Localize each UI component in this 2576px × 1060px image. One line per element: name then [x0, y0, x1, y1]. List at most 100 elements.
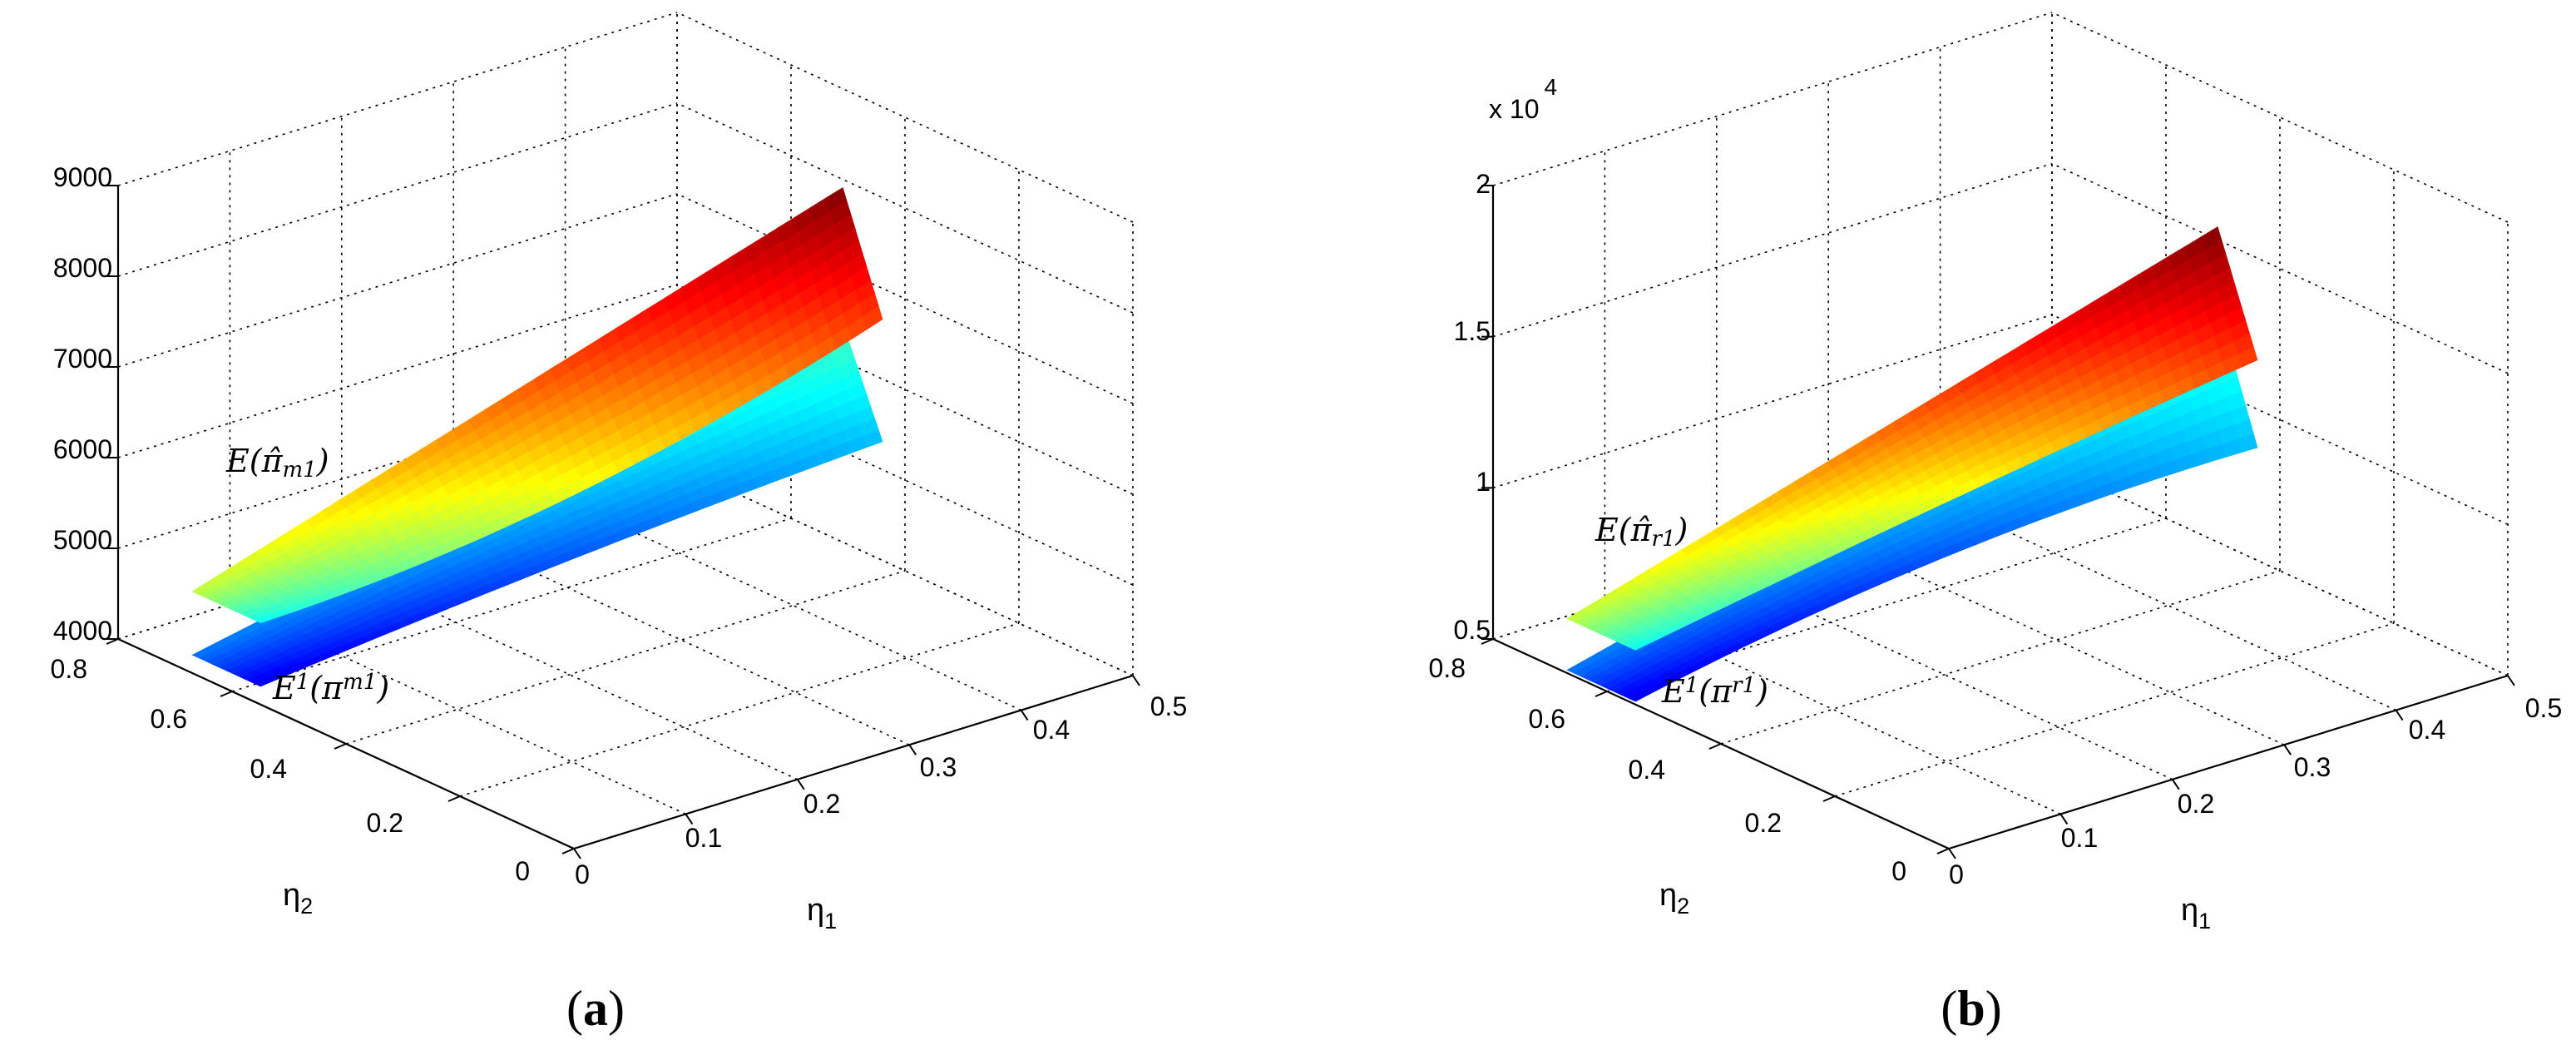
grid-line	[1940, 499, 2396, 711]
y-tick-label: 0.8	[1429, 653, 1466, 683]
y-tick-label: 0	[1891, 856, 1906, 886]
y-tick-label: 0.8	[51, 654, 87, 684]
grid-line	[676, 193, 1134, 404]
grid-line	[1720, 570, 2281, 745]
grid-line	[2051, 465, 2509, 676]
grid-line	[1834, 622, 2395, 797]
panel-caption-b: (b)	[1941, 981, 2001, 1036]
y-tick-mark	[220, 691, 233, 697]
x-tick-mark	[2283, 744, 2292, 755]
grid-line	[1604, 603, 2061, 815]
x-tick-label: 0.1	[685, 823, 722, 853]
y-tick-label: 0.4	[250, 754, 287, 784]
surface-label-lower: E1(πr1)	[1661, 673, 1768, 710]
y-tick-label: 0	[515, 856, 530, 886]
z-tick-label: 1.5	[1454, 316, 1491, 346]
grid-line	[117, 284, 678, 458]
y-tick-mark	[561, 848, 575, 854]
x-tick-mark	[2507, 675, 2515, 686]
y-tick-mark	[1595, 691, 1608, 697]
grid-line	[1492, 12, 2053, 186]
surface-patch	[2201, 226, 2222, 250]
x-tick-label: 0.4	[2409, 715, 2445, 745]
grid-line	[676, 374, 1134, 586]
z-tick-label: 7000	[53, 344, 112, 374]
grid-line	[676, 102, 1134, 314]
x-tick-label: 0	[1949, 859, 1964, 889]
x-tick-mark	[796, 779, 805, 790]
x-axis-label: η1	[2181, 893, 2211, 934]
surfaces-b	[1566, 226, 2258, 702]
y-tick-mark	[334, 743, 347, 750]
grid-line	[117, 12, 678, 186]
x-tick-label: 0.2	[803, 789, 840, 819]
x-tick-label: 0	[575, 859, 590, 889]
grid-line	[1827, 534, 2285, 745]
grid-line	[2051, 12, 2509, 223]
x-axis-line	[573, 674, 1134, 850]
z-tick-label: 6000	[53, 434, 112, 464]
z-tick-label: 0.5	[1454, 615, 1491, 645]
y-tick-mark	[1822, 795, 1836, 802]
z-tick-label: 8000	[53, 253, 112, 283]
grid-line	[565, 499, 1021, 711]
x-axis-line	[1948, 674, 2509, 850]
grid-line	[1492, 162, 2053, 338]
y-tick-mark	[1936, 848, 1950, 854]
y-tick-mark	[447, 795, 461, 802]
grid-line	[341, 569, 799, 780]
y-axis-label: η2	[1659, 878, 1689, 919]
y-axis-label: η2	[283, 878, 313, 919]
x-tick-mark	[1132, 675, 1140, 686]
grid-line	[1492, 314, 2053, 489]
x-tick-mark	[1020, 710, 1029, 721]
x-tick-label: 0.3	[2294, 752, 2331, 782]
y-tick-mark	[1708, 743, 1722, 750]
surface-0	[191, 186, 883, 623]
surface-label-lower: E1(πm1)	[272, 670, 389, 706]
x-tick-mark	[2395, 710, 2404, 721]
grid-line	[117, 193, 678, 368]
z-scale-exponent: x 104	[1489, 74, 1557, 124]
surface-patch	[826, 186, 848, 211]
grid-line	[117, 102, 678, 277]
panel-b: x 104 2 1.5 1 0.5 0.8 0.6 0.4 0.2 0 0 0.…	[1429, 12, 2562, 1036]
grid-line	[459, 622, 1020, 797]
grid-line	[2051, 162, 2509, 374]
z-tick-label: 9000	[53, 162, 112, 192]
grid-a	[117, 12, 1134, 849]
x-tick-label: 0.4	[1033, 715, 1070, 745]
grid-line	[230, 603, 686, 815]
axes-b	[1481, 185, 2515, 859]
surface-label-upper: E(π̂m1)	[225, 443, 329, 483]
x-tick-mark	[1948, 848, 1956, 859]
grid-line	[345, 570, 906, 745]
panel-a: 9000 8000 7000 6000 5000 4000 0.8 0.6 0.…	[51, 12, 1187, 1036]
z-tick-label: 4000	[53, 616, 112, 646]
grid-line	[676, 12, 1134, 223]
y-tick-label: 0.6	[1529, 704, 1565, 734]
grid-line	[2051, 314, 2509, 526]
z-tick-label: 2	[1476, 169, 1491, 199]
x-tick-label: 0.2	[2178, 789, 2214, 819]
surface-label-upper: E(π̂r1)	[1595, 512, 1688, 552]
x-tick-label: 0.5	[1150, 691, 1187, 721]
grid-line	[676, 465, 1134, 676]
grid-line	[231, 518, 792, 692]
x-tick-label: 0.5	[2525, 693, 2562, 723]
x-tick-label: 0.1	[2061, 823, 2098, 853]
x-tick-mark	[908, 744, 917, 755]
x-axis-label: η1	[807, 893, 837, 934]
x-tick-mark	[2171, 779, 2180, 790]
y-tick-label: 0.2	[367, 808, 403, 838]
grid-line	[676, 284, 1134, 495]
surfaces-a	[191, 186, 883, 687]
y-tick-label: 0.2	[1745, 808, 1782, 838]
panel-caption-a: (a)	[566, 981, 625, 1036]
surface-0	[1566, 226, 2258, 651]
z-tick-label: 5000	[53, 525, 112, 555]
grid-line	[1716, 569, 2173, 780]
y-tick-label: 0.4	[1629, 755, 1665, 785]
z-tick-label: 1	[1476, 467, 1491, 497]
